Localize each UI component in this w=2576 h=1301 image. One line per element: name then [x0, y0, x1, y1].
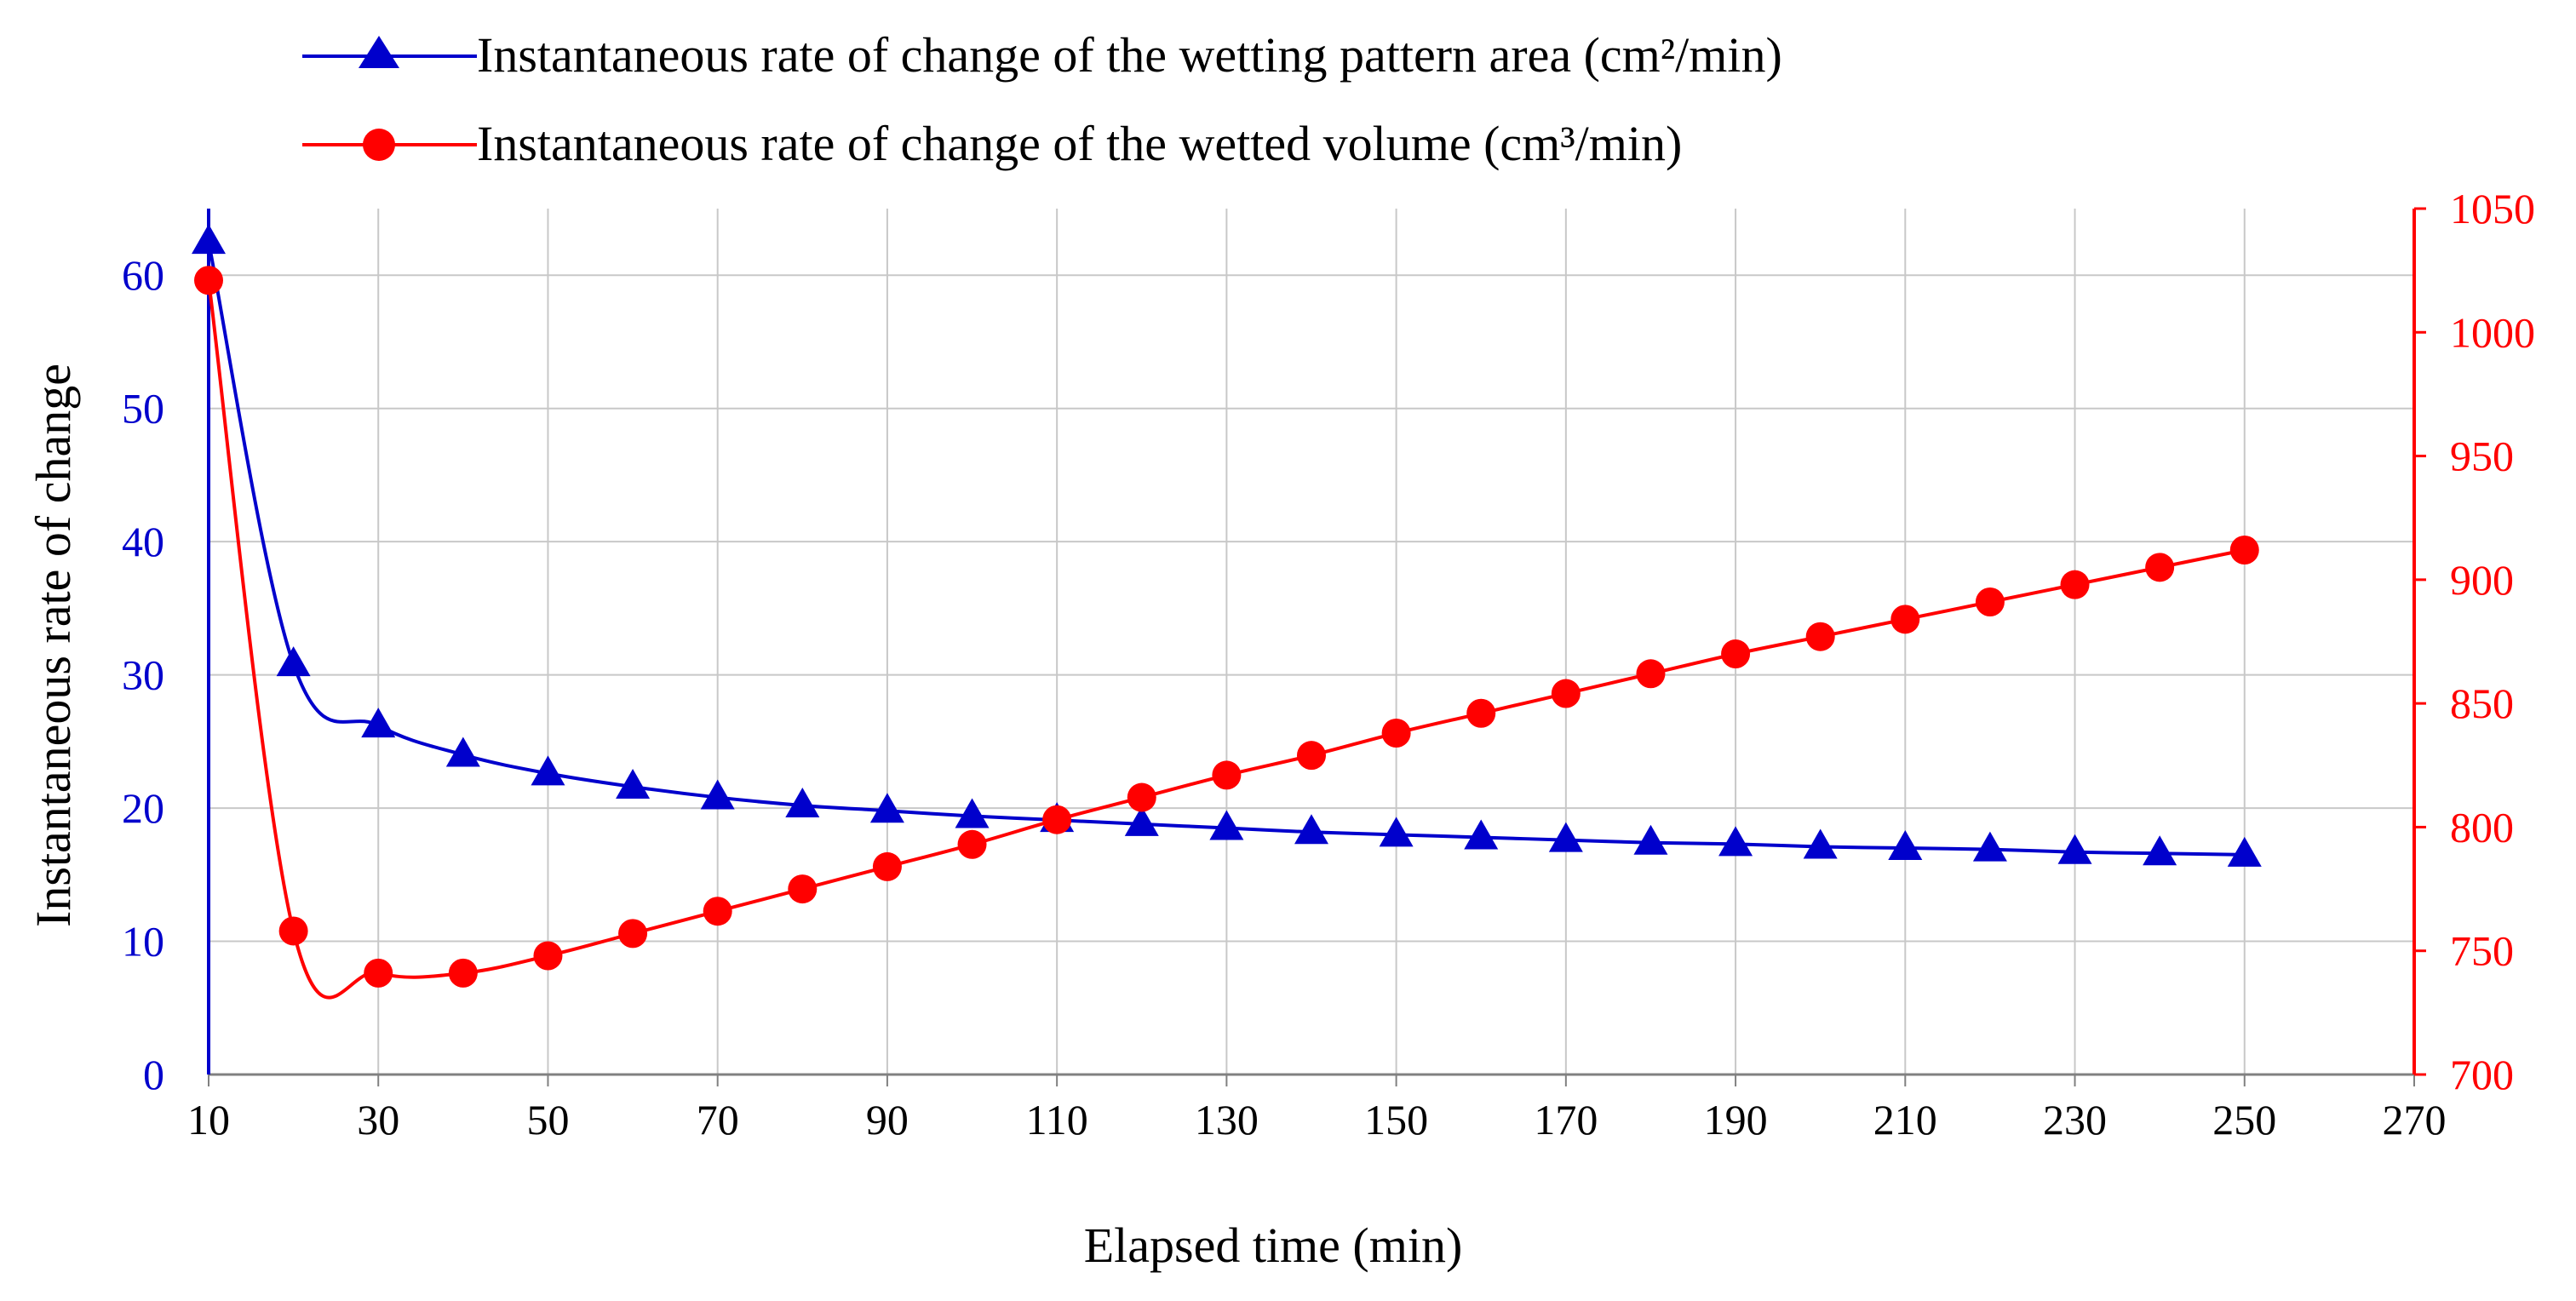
- data-point-circle: [618, 919, 648, 949]
- data-point-circle: [1551, 679, 1581, 708]
- series-wetted-volume: [194, 266, 2259, 1000]
- data-point-circle: [957, 829, 987, 859]
- y2-tick-label: 800: [2450, 803, 2514, 851]
- x-tick-label: 230: [2043, 1096, 2107, 1143]
- y-tick-label: 30: [122, 651, 164, 699]
- data-point-triangle: [531, 755, 565, 786]
- data-point-triangle: [869, 793, 904, 823]
- x-axis-title: Elapsed time (min): [1084, 1218, 1463, 1273]
- x-tick-label: 150: [1364, 1096, 1428, 1143]
- data-point-triangle: [1464, 819, 1499, 850]
- data-point-triangle: [1718, 826, 1753, 857]
- legend-item-area: Instantaneous rate of change of the wett…: [302, 27, 1782, 83]
- x-tick-label: 250: [2212, 1096, 2276, 1143]
- x-tick-label: 70: [697, 1096, 739, 1143]
- data-point-circle: [1381, 719, 1411, 748]
- x-tick-label: 30: [357, 1096, 399, 1143]
- data-point-triangle: [785, 787, 820, 817]
- data-point-triangle: [276, 646, 311, 677]
- data-point-circle: [1636, 659, 1666, 689]
- data-point-triangle: [2143, 835, 2177, 866]
- axes: 10 30 50 70 90 110 130 150 170 190 210 230 250 270 0 10…: [122, 185, 2535, 1143]
- data-point-circle: [788, 874, 818, 904]
- data-point-circle: [2145, 553, 2175, 582]
- x-tick-label: 110: [1026, 1096, 1088, 1143]
- y-tick-label: 60: [122, 251, 164, 299]
- data-point-triangle: [700, 779, 735, 810]
- data-point-circle: [194, 266, 223, 295]
- x-tick-label: 50: [526, 1096, 569, 1143]
- data-point-circle: [703, 897, 732, 926]
- data-point-circle: [1297, 741, 1326, 771]
- data-point-circle: [448, 958, 478, 988]
- y-tick-label: 20: [122, 784, 164, 832]
- series-wetting-area: [192, 224, 2262, 867]
- data-point-triangle: [616, 769, 651, 800]
- data-point-triangle: [445, 736, 480, 767]
- x-tick-label: 130: [1195, 1096, 1259, 1143]
- legend-item-volume: Instantaneous rate of change of the wett…: [302, 116, 1682, 171]
- data-point-triangle: [1379, 817, 1414, 847]
- data-point-triangle: [1888, 830, 1923, 861]
- y2-tick-label: 750: [2450, 927, 2514, 975]
- data-point-circle: [1127, 782, 1156, 812]
- data-point-triangle: [1294, 814, 1328, 845]
- data-point-circle: [1805, 622, 1835, 651]
- y2-tick-label: 950: [2450, 433, 2514, 480]
- data-point-circle: [2060, 570, 2090, 599]
- y-axis-title: Instantaneous rate of change: [26, 364, 81, 927]
- data-point-circle: [1721, 639, 1751, 669]
- data-point-triangle: [1548, 822, 1583, 852]
- data-point-triangle: [361, 708, 396, 738]
- y2-tick-label: 850: [2450, 679, 2514, 727]
- data-point-triangle: [1209, 810, 1244, 840]
- x-tick-label: 90: [866, 1096, 909, 1143]
- data-point-circle: [1042, 805, 1072, 834]
- legend: Instantaneous rate of change of the wett…: [302, 27, 1782, 171]
- series: [192, 224, 2262, 1000]
- data-point-circle: [2229, 535, 2259, 565]
- data-point-circle: [1466, 698, 1496, 728]
- x-tick-label: 170: [1534, 1096, 1598, 1143]
- x-tick-label: 190: [1704, 1096, 1768, 1143]
- data-point-circle: [1975, 587, 2005, 617]
- data-point-triangle: [2227, 836, 2262, 867]
- x-tick-label: 210: [1873, 1096, 1937, 1143]
- y-tick-label: 0: [143, 1051, 164, 1098]
- y-tick-label: 40: [122, 518, 164, 565]
- data-point-triangle: [1803, 828, 1838, 859]
- data-point-triangle: [1124, 805, 1159, 836]
- legend-label-area: Instantaneous rate of change of the wett…: [477, 27, 1782, 83]
- legend-circle-marker: [363, 129, 395, 161]
- data-point-triangle: [1633, 824, 1668, 855]
- y-tick-label: 10: [122, 918, 164, 966]
- x-tick-label: 270: [2383, 1096, 2447, 1143]
- data-point-triangle: [955, 798, 990, 828]
- legend-label-volume: Instantaneous rate of change of the wett…: [477, 116, 1682, 171]
- legend-triangle-marker: [359, 36, 399, 68]
- y2-tick-label: 1050: [2450, 185, 2535, 232]
- data-point-triangle: [2057, 834, 2092, 864]
- data-point-circle: [1890, 605, 1920, 634]
- data-point-circle: [364, 958, 393, 988]
- y2-tick-label: 700: [2450, 1051, 2514, 1098]
- data-point-triangle: [192, 224, 226, 255]
- y2-tick-label: 900: [2450, 556, 2514, 604]
- data-point-circle: [1212, 760, 1242, 790]
- data-point-triangle: [1972, 831, 2007, 862]
- data-point-circle: [533, 941, 563, 971]
- y2-tick-label: 1000: [2450, 308, 2535, 356]
- y-tick-label: 50: [122, 385, 164, 433]
- data-point-circle: [872, 851, 902, 881]
- data-point-circle: [278, 916, 308, 946]
- x-tick-label: 10: [187, 1096, 230, 1143]
